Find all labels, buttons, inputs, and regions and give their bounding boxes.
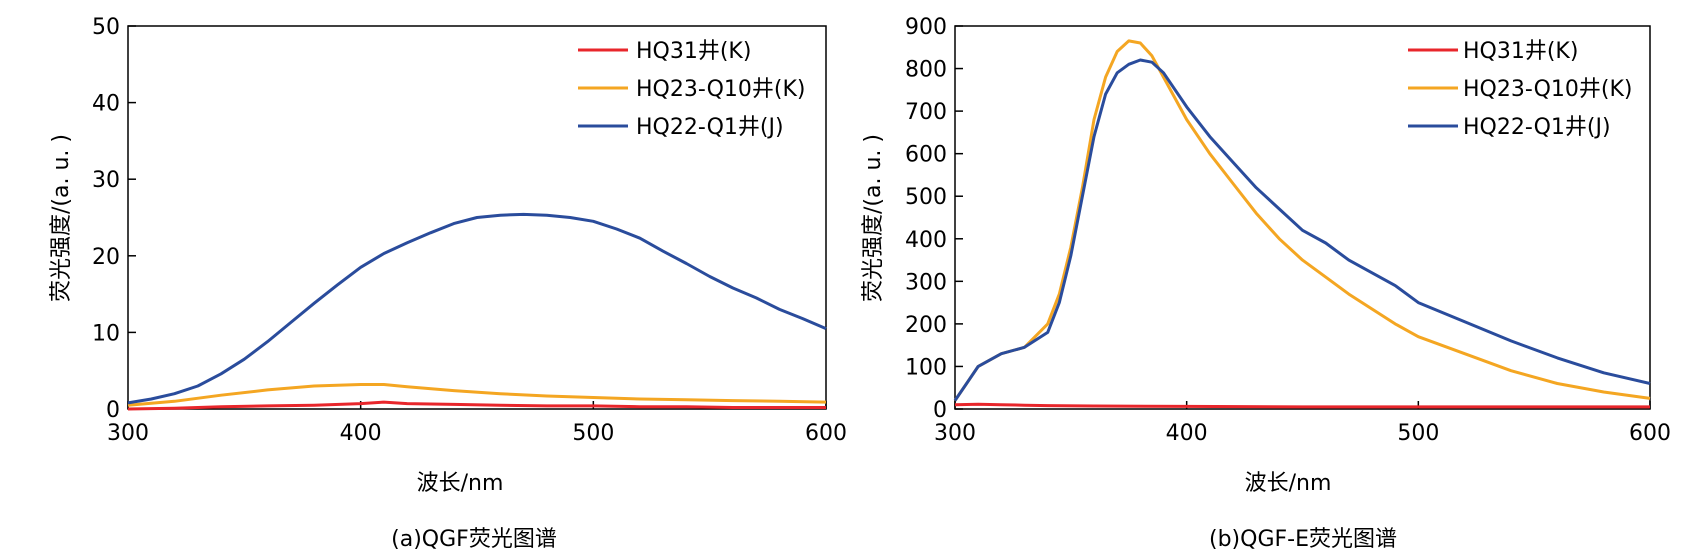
x-axis-title-a: 波长/nm xyxy=(417,471,504,496)
x-tick-label: 600 xyxy=(1629,421,1671,446)
series-layer-b xyxy=(953,39,1651,409)
x-tick-label: 300 xyxy=(107,421,149,446)
caption-a: (a)QGF荧光图谱 xyxy=(391,527,557,552)
y-tick-label: 700 xyxy=(905,100,947,125)
y-axis-a: 0 10 20 30 40 50 xyxy=(92,15,136,423)
y-tick-label: 600 xyxy=(905,143,947,168)
x-tick-label: 400 xyxy=(340,421,382,446)
plot-frame-a xyxy=(127,25,827,410)
y-axis-title-a: 荧光强度/(a. u. ) xyxy=(49,134,74,302)
panel-a: 0 10 20 30 40 50 300 400 500 600 HQ31井(K) HQ23-Q1… xyxy=(49,15,847,552)
x-tick-label: 600 xyxy=(805,421,847,446)
y-tick-label: 200 xyxy=(905,313,947,338)
legend-label: HQ22-Q1井(J) xyxy=(1463,115,1611,140)
y-tick-label: 30 xyxy=(92,168,120,193)
x-tick-label: 400 xyxy=(1166,421,1208,446)
y-tick-label: 100 xyxy=(905,355,947,380)
y-tick-label: 400 xyxy=(905,228,947,253)
legend-label: HQ31井(K) xyxy=(636,39,751,64)
series-line-0 xyxy=(954,402,1650,409)
series-line-2 xyxy=(127,212,827,405)
y-tick-label: 300 xyxy=(905,270,947,295)
caption-b: (b)QGF-E荧光图谱 xyxy=(1209,527,1397,552)
series-line-1 xyxy=(953,39,1651,402)
x-axis-title-b: 波长/nm xyxy=(1245,471,1332,496)
y-axis-b: 0 100 200 300 400 500 600 700 800 900 xyxy=(905,15,963,423)
y-tick-label: 900 xyxy=(905,15,947,40)
y-tick-label: 50 xyxy=(92,15,120,40)
y-tick-label: 0 xyxy=(106,398,120,423)
legend-label: HQ31井(K) xyxy=(1463,39,1578,64)
legend-a: HQ31井(K) HQ23-Q10井(K) HQ22-Q1井(J) xyxy=(578,39,806,140)
legend-label: HQ23-Q10井(K) xyxy=(1463,77,1633,102)
x-tick-label: 500 xyxy=(1397,421,1439,446)
y-axis-title-b: 荧光强度/(a. u. ) xyxy=(861,134,886,302)
y-tick-label: 800 xyxy=(905,58,947,83)
panel-b: 0 100 200 300 400 500 600 700 800 900 300 400 500 60… xyxy=(861,15,1671,552)
x-axis-a: 300 400 500 600 xyxy=(107,401,847,446)
legend-label: HQ23-Q10井(K) xyxy=(636,77,806,102)
legend-label: HQ22-Q1井(J) xyxy=(636,115,784,140)
series-line-2 xyxy=(953,58,1651,402)
x-tick-label: 300 xyxy=(934,421,976,446)
series-line-0 xyxy=(127,400,826,411)
legend-b: HQ31井(K) HQ23-Q10井(K) HQ22-Q1井(J) xyxy=(1408,39,1633,140)
x-tick-label: 500 xyxy=(572,421,614,446)
y-tick-label: 40 xyxy=(92,92,120,117)
y-tick-label: 0 xyxy=(933,398,947,423)
series-layer-a xyxy=(127,212,827,411)
plot-frame-b xyxy=(954,25,1651,410)
y-tick-label: 500 xyxy=(905,185,947,210)
y-tick-label: 10 xyxy=(92,321,120,346)
y-tick-label: 20 xyxy=(92,245,120,270)
series-line-1 xyxy=(127,383,827,407)
